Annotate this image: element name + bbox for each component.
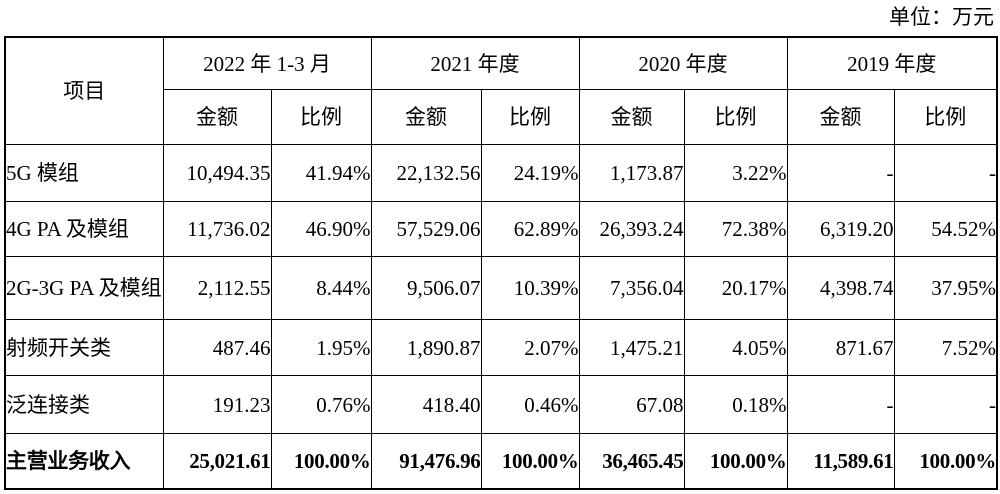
amount-cell: 11,736.02 bbox=[162, 201, 272, 257]
ratio-cell: 100.00% bbox=[270, 433, 372, 490]
header-ratio: 比例 bbox=[480, 89, 580, 145]
amount-cell: - bbox=[786, 144, 895, 202]
ratio-cell: 62.89% bbox=[480, 201, 580, 257]
ratio-cell: 8.44% bbox=[270, 256, 372, 320]
amount-cell: 11,589.61 bbox=[786, 433, 895, 490]
amount-cell: 4,398.74 bbox=[786, 256, 895, 320]
amount-cell: 10,494.35 bbox=[162, 144, 272, 202]
amount-cell: 25,021.61 bbox=[162, 433, 272, 490]
table-row: 泛连接类 191.23 0.76% 418.40 0.46% 67.08 0.1… bbox=[4, 375, 998, 434]
amount-cell: 191.23 bbox=[162, 375, 272, 434]
table-row: 5G 模组 10,494.35 41.94% 22,132.56 24.19% … bbox=[4, 144, 998, 202]
amount-cell: 91,476.96 bbox=[370, 433, 482, 490]
amount-cell: - bbox=[786, 375, 895, 434]
amount-cell: 57,529.06 bbox=[370, 201, 482, 257]
row-label: 泛连接类 bbox=[4, 375, 164, 434]
header-amount: 金额 bbox=[786, 89, 895, 145]
amount-cell: 871.67 bbox=[786, 319, 895, 376]
header-year-2022q1: 2022 年 1-3 月 bbox=[162, 36, 372, 90]
unit-label: 单位：万元 bbox=[889, 5, 994, 29]
header-year-2021: 2021 年度 bbox=[370, 36, 580, 90]
amount-cell: 36,465.45 bbox=[578, 433, 685, 490]
amount-cell: 418.40 bbox=[370, 375, 482, 434]
table-row: 4G PA 及模组 11,736.02 46.90% 57,529.06 62.… bbox=[4, 201, 998, 257]
ratio-cell: 7.52% bbox=[893, 319, 998, 376]
amount-cell: 22,132.56 bbox=[370, 144, 482, 202]
amount-cell: 7,356.04 bbox=[578, 256, 685, 320]
header-item: 项目 bbox=[4, 36, 164, 145]
header-year-2020: 2020 年度 bbox=[578, 36, 788, 90]
row-label: 4G PA 及模组 bbox=[4, 201, 164, 257]
ratio-cell: 100.00% bbox=[683, 433, 788, 490]
amount-cell: 26,393.24 bbox=[578, 201, 685, 257]
ratio-cell: 37.95% bbox=[893, 256, 998, 320]
header-row-years: 项目 2022 年 1-3 月 2021 年度 2020 年度 2019 年度 bbox=[4, 36, 998, 145]
ratio-cell: 20.17% bbox=[683, 256, 788, 320]
ratio-cell: 46.90% bbox=[270, 201, 372, 257]
amount-cell: 1,475.21 bbox=[578, 319, 685, 376]
amount-cell: 1,173.87 bbox=[578, 144, 685, 202]
ratio-cell: 100.00% bbox=[893, 433, 998, 490]
ratio-cell: 3.22% bbox=[683, 144, 788, 202]
ratio-cell: 100.00% bbox=[480, 433, 580, 490]
ratio-cell: - bbox=[893, 375, 998, 434]
ratio-cell: 1.95% bbox=[270, 319, 372, 376]
header-amount: 金额 bbox=[578, 89, 685, 145]
ratio-cell: 0.76% bbox=[270, 375, 372, 434]
amount-cell: 6,319.20 bbox=[786, 201, 895, 257]
header-ratio: 比例 bbox=[893, 89, 998, 145]
ratio-cell: 2.07% bbox=[480, 319, 580, 376]
header-amount: 金额 bbox=[370, 89, 482, 145]
ratio-cell: 0.46% bbox=[480, 375, 580, 434]
header-amount: 金额 bbox=[162, 89, 272, 145]
header-ratio: 比例 bbox=[270, 89, 372, 145]
ratio-cell: 4.05% bbox=[683, 319, 788, 376]
amount-cell: 2,112.55 bbox=[162, 256, 272, 320]
table-row: 2G-3G PA 及模组 2,112.55 8.44% 9,506.07 10.… bbox=[4, 256, 998, 320]
row-label: 2G-3G PA 及模组 bbox=[4, 256, 164, 320]
total-row: 主营业务收入 25,021.61 100.00% 91,476.96 100.0… bbox=[4, 433, 998, 490]
header-ratio: 比例 bbox=[683, 89, 788, 145]
header-year-2019: 2019 年度 bbox=[786, 36, 998, 90]
amount-cell: 9,506.07 bbox=[370, 256, 482, 320]
row-label: 主营业务收入 bbox=[4, 433, 164, 490]
ratio-cell: - bbox=[893, 144, 998, 202]
row-label: 5G 模组 bbox=[4, 144, 164, 202]
ratio-cell: 10.39% bbox=[480, 256, 580, 320]
amount-cell: 487.46 bbox=[162, 319, 272, 376]
ratio-cell: 72.38% bbox=[683, 201, 788, 257]
ratio-cell: 54.52% bbox=[893, 201, 998, 257]
ratio-cell: 41.94% bbox=[270, 144, 372, 202]
ratio-cell: 24.19% bbox=[480, 144, 580, 202]
amount-cell: 1,890.87 bbox=[370, 319, 482, 376]
row-label: 射频开关类 bbox=[4, 319, 164, 376]
table-row: 射频开关类 487.46 1.95% 1,890.87 2.07% 1,475.… bbox=[4, 319, 998, 376]
ratio-cell: 0.18% bbox=[683, 375, 788, 434]
revenue-table: 项目 2022 年 1-3 月 2021 年度 2020 年度 2019 年度 … bbox=[4, 36, 998, 490]
amount-cell: 67.08 bbox=[578, 375, 685, 434]
